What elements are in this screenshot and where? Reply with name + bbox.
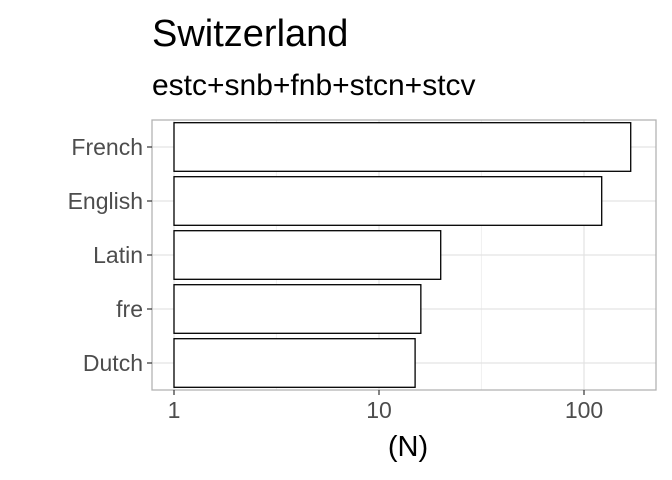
x-tick-label: 1 xyxy=(168,397,181,423)
bar-fre xyxy=(173,284,422,334)
bar-dutch xyxy=(173,338,416,388)
bar-french xyxy=(173,122,632,172)
bars xyxy=(173,122,632,388)
bar-english xyxy=(173,176,603,226)
chart-title: Switzerland xyxy=(152,13,348,55)
y-tick-label: French xyxy=(71,134,143,160)
bar-latin xyxy=(173,230,442,280)
y-tick-label: Latin xyxy=(93,242,143,268)
y-tick-label: fre xyxy=(116,296,143,322)
x-axis: 1 10 100 xyxy=(168,390,603,423)
y-tick-label: Dutch xyxy=(83,350,143,376)
y-axis: French English Latin fre Dutch xyxy=(68,134,152,376)
chart-subtitle: estc+snb+fnb+stcn+stcv xyxy=(152,69,476,102)
y-tick-label: English xyxy=(68,188,143,214)
x-tick-label: 100 xyxy=(565,397,603,423)
x-tick-label: 10 xyxy=(366,397,392,423)
x-axis-title: (N) xyxy=(388,431,428,463)
